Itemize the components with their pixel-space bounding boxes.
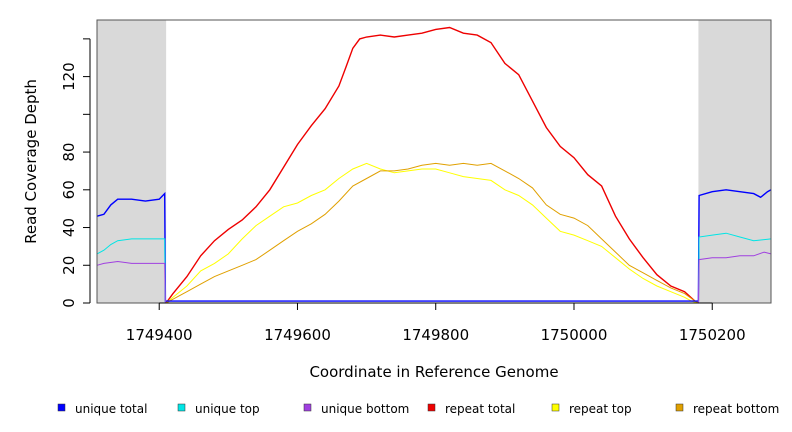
series-line-unique-total	[96, 189, 772, 302]
x-tick-label: 1749400	[126, 326, 193, 344]
legend-swatch	[177, 403, 186, 412]
series-line-repeat-top	[165, 162, 699, 304]
legend-label: repeat top	[569, 402, 632, 416]
legend-label: unique total	[75, 402, 147, 416]
y-axis-title: Read Coverage Depth	[22, 79, 40, 244]
shaded-region-1	[698, 20, 771, 303]
shaded-region-0	[97, 20, 167, 303]
y-tick-label: 20	[60, 256, 78, 275]
series-line-repeat-total	[165, 26, 699, 304]
y-tick-label: 60	[60, 180, 78, 199]
legend-label: repeat bottom	[693, 402, 779, 416]
legend-label: unique bottom	[321, 402, 409, 416]
y-axis: 0 20 40 60 80 120	[60, 38, 91, 308]
y-tick-label: 120	[60, 62, 78, 91]
y-tick-label: 80	[60, 143, 78, 162]
x-tick-label: 1750200	[679, 326, 746, 344]
legend-swatch	[427, 403, 436, 412]
x-axis: 1749400 1749600 1749800 1750000 1750200	[126, 302, 746, 344]
x-axis-title: Coordinate in Reference Genome	[309, 363, 558, 381]
legend-swatch	[551, 403, 560, 412]
legend-label: unique top	[195, 402, 260, 416]
y-tick-label: 0	[60, 298, 78, 308]
series-line-unique-top	[96, 232, 772, 304]
legend-swatch	[675, 403, 684, 412]
x-tick-label: 1749800	[402, 326, 469, 344]
series-line-repeat-bottom	[165, 162, 699, 304]
legend-label: repeat total	[445, 402, 515, 416]
legend-swatch	[57, 403, 66, 412]
legend: unique total unique top unique bottom repea…	[57, 402, 779, 416]
x-tick-label: 1750000	[541, 326, 608, 344]
y-tick-label: 40	[60, 218, 78, 237]
legend-swatch	[303, 403, 312, 412]
shaded-regions	[97, 20, 771, 303]
series-lines	[96, 26, 772, 304]
x-tick-label: 1749600	[264, 326, 331, 344]
